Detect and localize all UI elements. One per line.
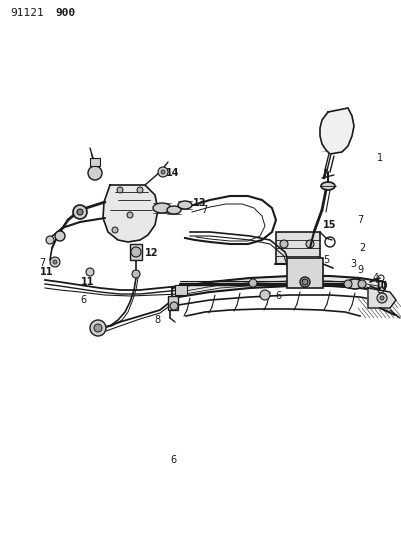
Text: 4: 4 — [373, 273, 379, 283]
Text: 6: 6 — [80, 295, 86, 305]
Text: 91121: 91121 — [10, 8, 44, 18]
Text: 5: 5 — [323, 255, 329, 265]
Text: 11: 11 — [81, 277, 95, 287]
Circle shape — [170, 302, 178, 310]
Circle shape — [131, 247, 141, 257]
Circle shape — [260, 290, 270, 300]
Circle shape — [94, 324, 102, 332]
Circle shape — [280, 240, 288, 248]
Circle shape — [77, 209, 83, 215]
Text: 6: 6 — [275, 291, 281, 301]
Circle shape — [90, 320, 106, 336]
Polygon shape — [172, 276, 385, 298]
Text: 15: 15 — [323, 220, 337, 230]
Polygon shape — [320, 108, 354, 154]
Text: 11: 11 — [40, 267, 54, 277]
Circle shape — [88, 166, 102, 180]
Text: 9: 9 — [357, 265, 363, 275]
Text: 900: 900 — [55, 8, 75, 18]
Circle shape — [53, 260, 57, 264]
Circle shape — [55, 231, 65, 241]
Bar — [130, 244, 142, 260]
Circle shape — [127, 212, 133, 218]
Ellipse shape — [167, 206, 181, 214]
Text: 10: 10 — [375, 281, 389, 291]
Circle shape — [344, 280, 352, 288]
Text: 6: 6 — [170, 455, 176, 465]
Bar — [175, 285, 187, 295]
Circle shape — [249, 279, 257, 287]
Text: 3: 3 — [350, 259, 356, 269]
Text: 14: 14 — [166, 168, 180, 178]
Bar — [168, 296, 178, 310]
Circle shape — [302, 279, 308, 285]
Circle shape — [46, 236, 54, 244]
Text: 12: 12 — [145, 248, 159, 258]
Text: 7: 7 — [39, 258, 45, 268]
Circle shape — [112, 227, 118, 233]
Ellipse shape — [347, 279, 363, 289]
Text: 1: 1 — [377, 153, 383, 163]
Circle shape — [137, 187, 143, 193]
Polygon shape — [368, 288, 396, 308]
Bar — [90, 158, 100, 166]
Circle shape — [73, 205, 87, 219]
Circle shape — [132, 270, 140, 278]
Text: 7: 7 — [357, 215, 363, 225]
Ellipse shape — [321, 182, 335, 190]
Bar — [287, 258, 323, 288]
Circle shape — [161, 170, 165, 174]
Circle shape — [158, 167, 168, 177]
Circle shape — [300, 277, 310, 287]
Circle shape — [380, 296, 384, 300]
Circle shape — [117, 187, 123, 193]
Text: 2: 2 — [359, 243, 365, 253]
Circle shape — [358, 280, 366, 288]
Bar — [276, 232, 320, 264]
Circle shape — [50, 257, 60, 267]
Text: 8: 8 — [154, 315, 160, 325]
Circle shape — [377, 293, 387, 303]
Polygon shape — [103, 185, 158, 242]
Ellipse shape — [153, 203, 171, 213]
Circle shape — [86, 268, 94, 276]
Text: 13: 13 — [193, 198, 207, 208]
Text: 7: 7 — [201, 205, 207, 215]
Circle shape — [306, 240, 314, 248]
Ellipse shape — [178, 201, 192, 209]
